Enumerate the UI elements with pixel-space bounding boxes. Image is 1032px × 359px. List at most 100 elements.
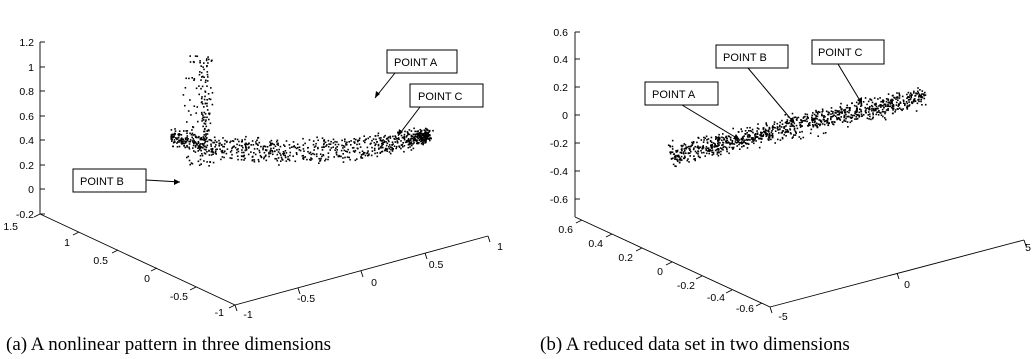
panel-a-point (200, 71, 203, 74)
panel-b-point (694, 159, 696, 162)
panel-b-point (765, 132, 767, 134)
panel-a-point (393, 145, 396, 147)
panel-a-point (288, 144, 291, 146)
panel-a-point (190, 114, 192, 116)
panel-a-point (302, 154, 304, 157)
panel-a-point (184, 142, 187, 144)
panel-b-point (898, 103, 900, 105)
panel-a-point (203, 122, 206, 125)
panel-a-point (198, 147, 200, 149)
panel-a-point (349, 158, 351, 161)
panel-b-point (709, 149, 711, 151)
panel-b-point (862, 114, 865, 116)
panel-a-point (171, 140, 173, 142)
panel-a-point (383, 141, 386, 144)
panel-a-point (244, 149, 247, 152)
panel-b-point (761, 135, 763, 137)
panel-a-point (424, 135, 427, 137)
panel-b-point (688, 161, 690, 163)
panel-a-point (201, 103, 204, 105)
panel-a-point (254, 153, 257, 156)
panel-a-point (191, 162, 194, 165)
panel-b-point (875, 107, 878, 110)
panel-a-point (181, 143, 183, 145)
panel-a-point (344, 138, 346, 141)
panel-a-point (277, 142, 279, 145)
panel-b-point (816, 115, 819, 118)
panel-a-point (266, 146, 269, 148)
panel-a-point (422, 138, 425, 140)
panel-a-point (270, 139, 273, 142)
panel-a-point (411, 144, 413, 147)
panel-a-point (188, 159, 191, 162)
panel-a-point (382, 139, 384, 141)
panel-a-point (219, 148, 221, 150)
panel-b-point (793, 116, 796, 119)
panel-a-point (340, 155, 342, 158)
panel-b-point (892, 112, 894, 115)
panel-b-point (851, 116, 854, 119)
panel-a-point (363, 135, 365, 137)
panel-a-point (379, 151, 382, 154)
panel-b-point (683, 148, 686, 150)
panel-b-point (741, 139, 744, 141)
panel-a-point (424, 133, 427, 135)
panel-b-point (715, 138, 717, 140)
panel-a-point (419, 128, 422, 131)
panel-a-point (313, 146, 316, 148)
panel-b-point (857, 103, 860, 105)
panel-b-point (768, 133, 771, 135)
panel-b-point (887, 109, 889, 112)
panel-b-point (697, 150, 700, 153)
panel-a-point (418, 139, 421, 142)
panel-b-point (684, 150, 686, 152)
panel-a-point (186, 146, 188, 148)
panel-b-point (921, 104, 923, 106)
panel-a-point (332, 146, 334, 148)
panel-a-point (306, 158, 308, 161)
panel-b-point (779, 121, 781, 124)
panel-b-point (826, 122, 828, 124)
panel-a-point (366, 151, 369, 154)
panel-b-point (848, 115, 850, 118)
panel-b-point (756, 133, 759, 135)
panel-a-point (341, 139, 343, 142)
panel-a-point (375, 138, 377, 141)
panel-b-point (844, 111, 847, 114)
panel-b-point (711, 144, 713, 147)
panel-a-point (359, 146, 362, 148)
panel-b-point (710, 149, 712, 152)
panel-a-point (380, 147, 382, 149)
panel-a-y-ticks: 1.5 1 0.5 0 -0.5 -1 (3, 213, 236, 319)
panel-a-point (263, 157, 265, 160)
panel-a-point (323, 139, 326, 141)
panel-b-point (716, 151, 719, 153)
panel-b-point (854, 112, 856, 115)
panel-a-point (327, 158, 329, 161)
panel-a-point (428, 138, 431, 140)
panel-a-point (201, 142, 204, 145)
panel-b-point (714, 143, 716, 146)
panel-b-point (708, 150, 711, 153)
panel-a-point (208, 113, 211, 116)
panel-b-point (819, 120, 822, 123)
panel-a-point (197, 145, 200, 147)
panel-b-point (734, 139, 737, 141)
panel-a-point (414, 138, 416, 140)
panel-b-point (885, 98, 888, 100)
panel-b-point (811, 114, 813, 117)
panel-a-point (206, 65, 208, 67)
panel-b-point (717, 149, 720, 151)
panel-a-point (288, 159, 291, 162)
panel-a-point (428, 129, 431, 132)
panel-a-point (259, 154, 262, 157)
panel-b-point (783, 126, 785, 128)
panel-a-point (194, 144, 197, 147)
panel-a-point (194, 151, 197, 153)
panel-a-point (269, 149, 272, 151)
panel-a-point (287, 155, 289, 158)
panel-a-point (183, 140, 185, 142)
panel-b-point (908, 105, 911, 107)
panel-a-point (420, 138, 423, 141)
panel-a-point (186, 136, 188, 139)
